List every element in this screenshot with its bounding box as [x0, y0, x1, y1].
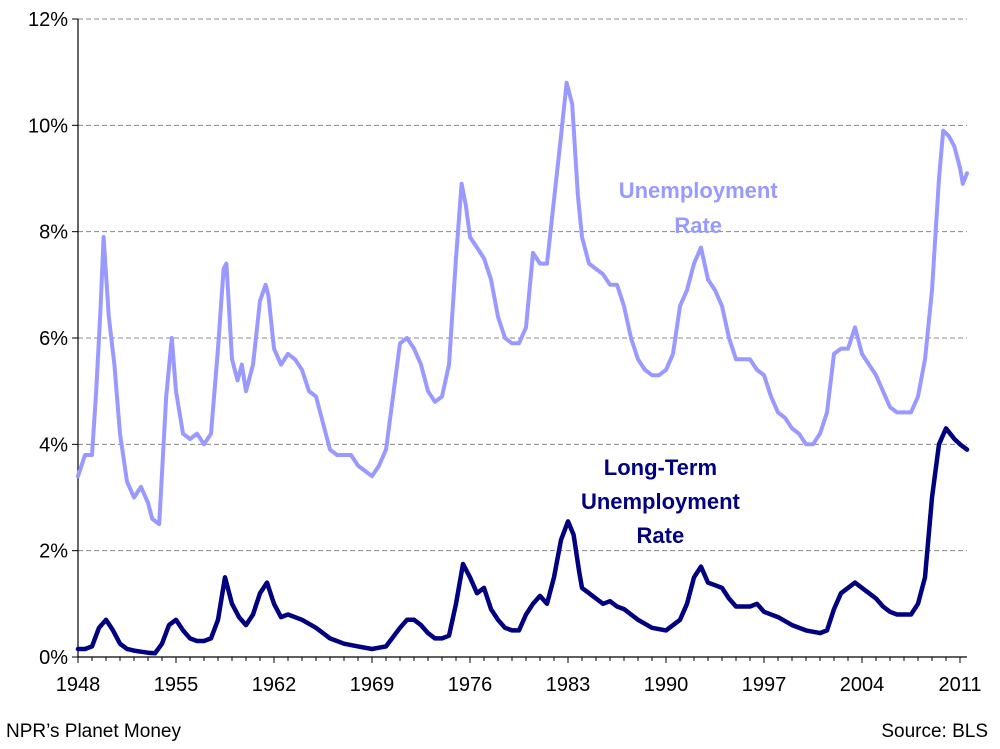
y-tick-label: 0% — [39, 647, 68, 669]
y-tick-label: 2% — [39, 541, 68, 563]
series-lines — [75, 80, 970, 656]
series-label-2: Unemployment — [581, 489, 741, 514]
series-label-2: Rate — [637, 523, 685, 548]
series-label-1: Unemployment — [619, 178, 779, 203]
y-tick-label: 8% — [39, 222, 68, 244]
x-tick-label: 1990 — [644, 674, 689, 696]
series-line-2 — [75, 426, 970, 656]
series-label-1: Rate — [674, 213, 722, 238]
source-text: Source: BLS — [881, 721, 988, 742]
series-line-1 — [76, 80, 969, 527]
y-tick-label: 4% — [39, 434, 68, 456]
x-tick-label: 2004 — [840, 674, 885, 696]
x-tick-label: 1969 — [350, 674, 395, 696]
x-tick-label: 1962 — [252, 674, 297, 696]
credit-text: NPR’s Planet Money — [6, 721, 181, 742]
x-axis-ticks: 1948 1955 1962 1969 1976 1983 1990 1997 2004 2011 — [56, 657, 982, 696]
series-label-2: Long-Term — [604, 455, 717, 480]
y-tick-label: 12% — [28, 9, 68, 31]
gridlines — [78, 18, 967, 552]
y-tick-label: 6% — [39, 328, 68, 350]
x-tick-label: 2011 — [938, 674, 981, 696]
x-tick-label: 1976 — [448, 674, 493, 696]
x-tick-label: 1948 — [56, 674, 101, 696]
y-axis-ticks: 0% 2% 4% 6% 8% 10% 12% — [28, 9, 78, 669]
series-labels: Unemployment Rate Long-Term Unemployment Rat… — [581, 178, 778, 548]
x-tick-label: 1997 — [742, 674, 787, 696]
x-tick-label: 1983 — [546, 674, 591, 696]
x-tick-label: 1955 — [154, 674, 199, 696]
y-tick-label: 10% — [28, 115, 68, 137]
